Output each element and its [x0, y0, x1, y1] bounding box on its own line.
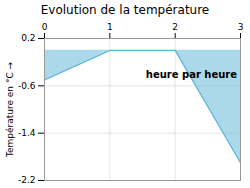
svg-text:-2.2: -2.2 — [18, 175, 36, 185]
svg-text:1: 1 — [107, 22, 113, 32]
svg-text:heure par heure: heure par heure — [146, 69, 237, 80]
svg-text:3: 3 — [238, 22, 244, 32]
svg-text:Température en °C →: Température en °C → — [5, 61, 15, 158]
svg-text:0.2: 0.2 — [21, 33, 35, 43]
svg-text:-1.4: -1.4 — [18, 128, 36, 138]
html-text:Evolution de la température: Evolution de la température — [40, 3, 210, 17]
svg-text:0: 0 — [42, 22, 48, 32]
svg-text:-0.6: -0.6 — [18, 81, 36, 91]
svg-text:2: 2 — [172, 22, 178, 32]
